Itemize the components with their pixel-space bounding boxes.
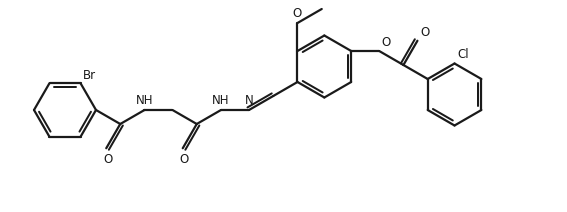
Text: N: N bbox=[244, 94, 253, 107]
Text: O: O bbox=[381, 36, 391, 49]
Text: O: O bbox=[421, 26, 430, 39]
Text: NH: NH bbox=[212, 94, 230, 107]
Text: O: O bbox=[103, 153, 112, 166]
Text: Br: Br bbox=[83, 69, 96, 82]
Text: Cl: Cl bbox=[458, 49, 469, 61]
Text: O: O bbox=[179, 153, 189, 166]
Text: O: O bbox=[293, 7, 302, 20]
Text: NH: NH bbox=[136, 94, 153, 107]
